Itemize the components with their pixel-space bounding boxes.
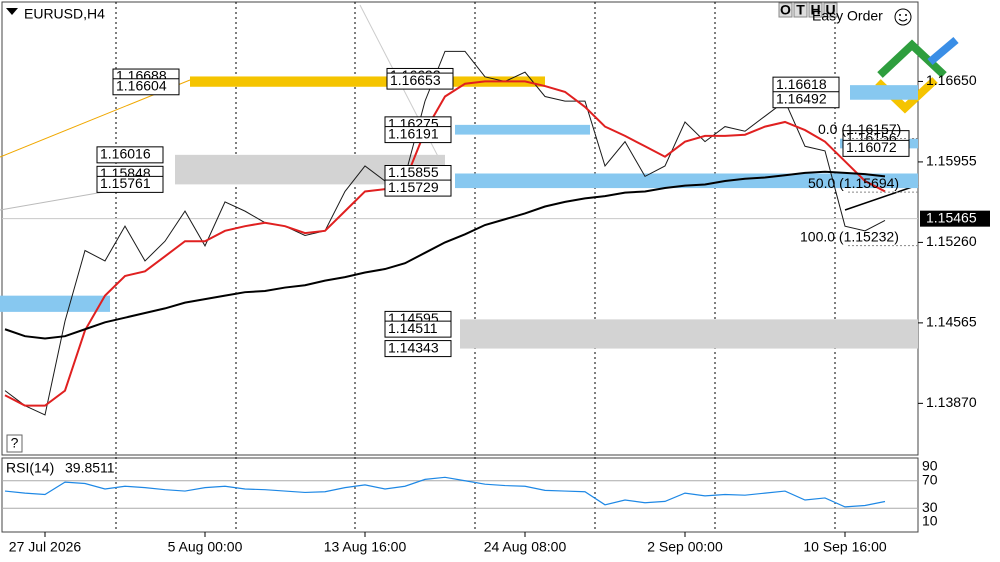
zone bbox=[190, 76, 545, 87]
smiley-eye bbox=[905, 14, 907, 16]
toolbar: O T H U Easy Order bbox=[778, 2, 912, 26]
zone bbox=[455, 173, 918, 189]
y-tick-label: 1.15955 bbox=[926, 153, 977, 169]
level-label-box bbox=[96, 175, 164, 193]
toolbar-button[interactable] bbox=[778, 2, 793, 18]
x-tick-label: 2 Sep 00:00 bbox=[647, 539, 723, 555]
level-label: 1.15855 bbox=[388, 164, 439, 180]
x-tick-label: 27 Jul 2026 bbox=[9, 539, 82, 555]
smiley-mouth bbox=[898, 18, 908, 22]
price-line bbox=[4, 50, 886, 416]
zone bbox=[455, 124, 590, 135]
y-tick-label: 1.13870 bbox=[926, 394, 977, 410]
x-tick-label: 24 Aug 08:00 bbox=[484, 539, 567, 555]
toolbar-button[interactable] bbox=[793, 2, 808, 18]
main-frame bbox=[1, 1, 919, 456]
help-button[interactable] bbox=[6, 434, 23, 453]
current-price-box bbox=[920, 210, 990, 227]
toolbar-button-label: H bbox=[810, 2, 820, 18]
moving-average bbox=[4, 80, 886, 407]
toolbar-button-label: O bbox=[780, 2, 791, 18]
level-label: 1.16604 bbox=[116, 77, 167, 93]
rsi-title: RSI(14) bbox=[6, 460, 54, 476]
x-tick-label: 13 Aug 16:00 bbox=[324, 539, 407, 555]
level-label: 1.16618 bbox=[776, 76, 827, 92]
smiley bbox=[894, 8, 912, 26]
logo-part bbox=[877, 39, 947, 78]
level-label: 1.16016 bbox=[100, 146, 151, 162]
help-label: ? bbox=[11, 435, 19, 451]
smiley-eye bbox=[899, 14, 901, 16]
easy-order[interactable]: Easy Order bbox=[812, 8, 883, 24]
level-label: 1.14343 bbox=[388, 339, 439, 355]
level-label: 1.15761 bbox=[100, 175, 151, 191]
current-price-label: 1.15465 bbox=[926, 209, 977, 225]
x-tick-label: 10 Sep 16:00 bbox=[803, 539, 887, 555]
y-tick-label: 1.15260 bbox=[926, 233, 977, 249]
zone bbox=[460, 319, 918, 349]
level-label-box bbox=[842, 139, 910, 157]
level-label: 1.14511 bbox=[388, 320, 438, 336]
level-label: 1.16492 bbox=[776, 90, 827, 106]
x-tick-label: 5 Aug 00:00 bbox=[168, 539, 243, 555]
toolbar-button-label: T bbox=[796, 2, 805, 18]
level-label-box bbox=[384, 179, 452, 197]
rsi-line bbox=[4, 476, 886, 508]
level-label-box bbox=[772, 91, 840, 109]
logo-part bbox=[927, 36, 959, 66]
level-label: 1.16653 bbox=[390, 72, 441, 88]
menu-arrow[interactable] bbox=[6, 8, 18, 15]
trendline bbox=[844, 184, 919, 211]
y-tick-label: 1.16650 bbox=[926, 72, 977, 88]
toolbar-button-label: U bbox=[825, 2, 835, 18]
fib-label: 100.0 (1.15232) bbox=[800, 228, 899, 244]
y-tick-label: 1.14565 bbox=[926, 314, 977, 330]
level-label: 1.16072 bbox=[846, 139, 897, 155]
rsi-tick-label: 10 bbox=[922, 513, 938, 529]
rsi-tick-label: 70 bbox=[922, 471, 938, 487]
rsi-value: 39.8511 bbox=[65, 460, 115, 476]
level-label-box bbox=[96, 146, 164, 164]
toolbar-button[interactable] bbox=[808, 2, 823, 18]
zone bbox=[0, 295, 110, 312]
level-label-box bbox=[112, 78, 180, 96]
rsi-tick-label: 30 bbox=[922, 499, 938, 515]
period-separators bbox=[115, 2, 836, 532]
level-label: 1.15729 bbox=[388, 179, 439, 195]
level-label-box bbox=[384, 340, 452, 358]
zone bbox=[850, 85, 918, 100]
symbol-label: EURUSD,H4 bbox=[24, 6, 105, 22]
fib-label: 0.0 (1.16157) bbox=[818, 121, 901, 137]
fib-label: 50.0 (1.15694) bbox=[808, 175, 899, 191]
rsi-frame bbox=[1, 457, 919, 533]
moving-average bbox=[4, 170, 886, 340]
trendline bbox=[0, 189, 116, 211]
rsi-tick-label: 90 bbox=[922, 458, 938, 474]
level-label-box bbox=[384, 320, 452, 338]
level-label: 1.16191 bbox=[388, 125, 439, 141]
level-label-box bbox=[386, 72, 454, 90]
level-label-box bbox=[384, 126, 452, 144]
toolbar-button[interactable] bbox=[823, 2, 838, 18]
